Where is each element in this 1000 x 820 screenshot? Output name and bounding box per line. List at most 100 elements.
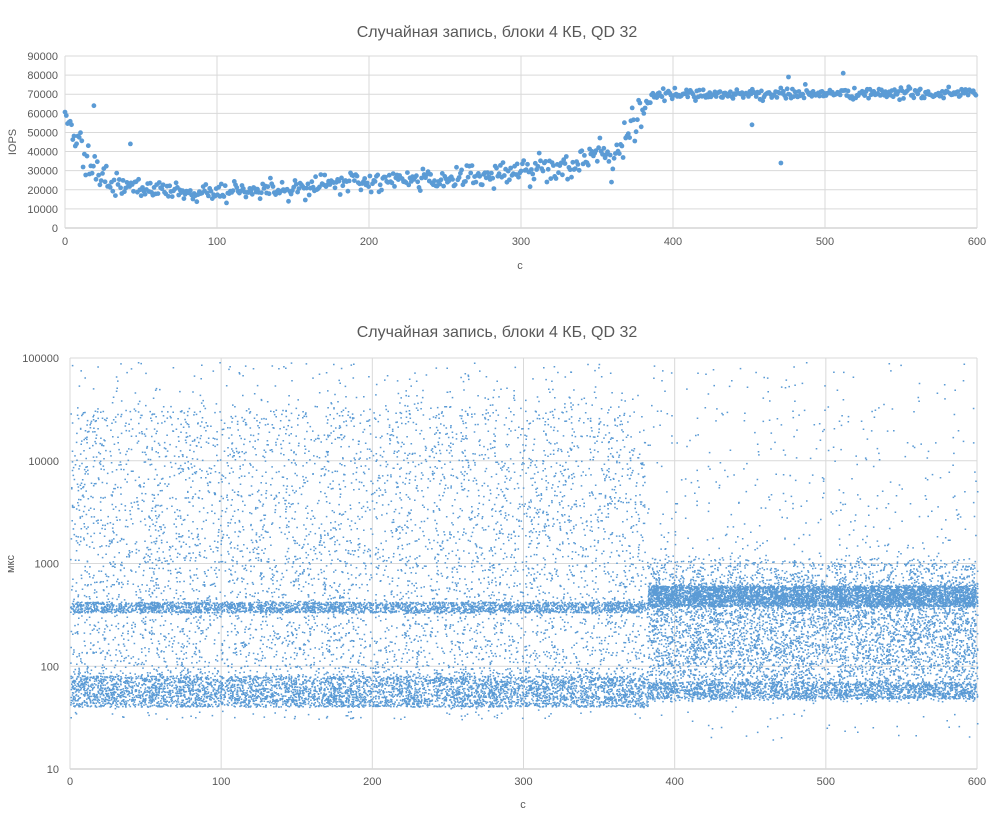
iops-point bbox=[249, 191, 255, 197]
latency-y-ticks: 10 100 1000 10000 100000 bbox=[22, 353, 59, 776]
iops-point bbox=[113, 193, 118, 199]
iops-x-tick-label: 200 bbox=[360, 236, 378, 248]
iops-point bbox=[866, 95, 871, 101]
iops-point bbox=[606, 159, 612, 164]
iops-point bbox=[243, 194, 249, 200]
iops-point bbox=[531, 176, 537, 182]
latency-x-ticks: 0 100 200 300 400 500 600 bbox=[67, 776, 986, 788]
latency-points-phase1-low-band bbox=[70, 675, 650, 708]
iops-point bbox=[494, 165, 499, 171]
iops-point bbox=[159, 186, 165, 192]
iops-point bbox=[901, 96, 906, 101]
iops-point bbox=[477, 173, 483, 179]
iops-point bbox=[973, 92, 979, 98]
iops-point bbox=[465, 174, 471, 180]
iops-point bbox=[224, 200, 229, 206]
iops-point bbox=[450, 177, 455, 182]
iops-point bbox=[438, 177, 444, 183]
iops-point bbox=[155, 191, 161, 197]
iops-point bbox=[632, 138, 638, 144]
iops-point bbox=[292, 178, 298, 183]
iops-point bbox=[556, 170, 561, 176]
iops-point bbox=[414, 173, 419, 179]
iops-point bbox=[362, 176, 368, 181]
iops-point bbox=[377, 182, 383, 188]
iops-point bbox=[367, 173, 373, 179]
iops-point bbox=[76, 134, 82, 140]
iops-point bbox=[91, 163, 96, 169]
iops-point bbox=[94, 159, 100, 165]
iops-point bbox=[187, 188, 193, 193]
iops-point bbox=[222, 183, 228, 189]
iops-point bbox=[693, 98, 698, 103]
iops-point bbox=[309, 179, 315, 185]
iops-point bbox=[358, 187, 364, 193]
iops-point bbox=[167, 183, 173, 189]
iops-point bbox=[366, 184, 371, 190]
iops-y-tick-label: 10000 bbox=[27, 204, 58, 216]
iops-point bbox=[946, 84, 952, 90]
iops-point bbox=[659, 94, 665, 100]
latency-chart-svg: Случайная запись, блоки 4 КБ, QD 32 мкс … bbox=[5, 324, 986, 811]
iops-point bbox=[884, 94, 890, 100]
iops-point bbox=[774, 95, 780, 100]
latency-gridlines bbox=[69, 357, 978, 770]
iops-y-tick-label: 50000 bbox=[27, 127, 58, 139]
iops-point bbox=[452, 182, 458, 188]
iops-point bbox=[619, 143, 625, 149]
latency-y-axis-label: мкс bbox=[5, 555, 17, 573]
latency-x-tick-label: 600 bbox=[968, 776, 986, 788]
iops-point bbox=[337, 192, 343, 197]
iops-point bbox=[521, 158, 527, 164]
iops-point bbox=[420, 166, 426, 172]
iops-point bbox=[375, 172, 381, 178]
iops-point bbox=[346, 178, 352, 184]
iops-point bbox=[582, 153, 587, 158]
iops-point bbox=[339, 175, 344, 181]
iops-y-tick-label: 80000 bbox=[27, 70, 58, 82]
iops-point bbox=[569, 174, 574, 180]
iops-point bbox=[116, 177, 122, 182]
iops-point bbox=[259, 190, 264, 196]
iops-point bbox=[802, 82, 808, 87]
iops-point bbox=[720, 95, 725, 100]
iops-point bbox=[535, 163, 541, 169]
iops-point bbox=[647, 100, 653, 106]
iops-point bbox=[98, 178, 104, 184]
latency-points-phase2-low-dense bbox=[647, 681, 979, 700]
iops-point bbox=[490, 175, 496, 181]
iops-point bbox=[110, 188, 116, 194]
iops-point bbox=[63, 113, 69, 118]
iops-point bbox=[627, 135, 632, 141]
iops-point bbox=[92, 154, 98, 159]
iops-point bbox=[234, 185, 240, 191]
iops-point bbox=[122, 189, 127, 195]
iops-point bbox=[415, 179, 421, 185]
iops-point bbox=[572, 166, 578, 172]
iops-point bbox=[596, 145, 601, 151]
iops-point bbox=[345, 188, 351, 194]
latency-points-phase1-floor bbox=[70, 704, 645, 721]
iops-point bbox=[406, 182, 412, 188]
iops-point bbox=[102, 179, 108, 185]
iops-point bbox=[565, 176, 570, 182]
iops-point bbox=[605, 149, 610, 155]
iops-point bbox=[127, 141, 133, 147]
iops-point bbox=[304, 185, 309, 191]
latency-y-tick-label: 100000 bbox=[22, 353, 59, 365]
iops-point bbox=[607, 152, 613, 158]
latency-y-tick-label: 10000 bbox=[28, 456, 59, 468]
iops-point bbox=[538, 158, 543, 164]
iops-point bbox=[544, 179, 550, 185]
iops-point bbox=[83, 172, 89, 178]
iops-point bbox=[728, 89, 733, 95]
iops-point bbox=[265, 184, 271, 190]
iops-point bbox=[965, 92, 971, 98]
iops-point bbox=[318, 172, 324, 178]
iops-point bbox=[120, 178, 126, 183]
iops-point bbox=[124, 180, 130, 185]
iops-point bbox=[778, 160, 784, 166]
iops-point bbox=[561, 157, 567, 163]
iops-point bbox=[97, 182, 103, 188]
latency-y-tick-label: 100 bbox=[41, 661, 59, 673]
